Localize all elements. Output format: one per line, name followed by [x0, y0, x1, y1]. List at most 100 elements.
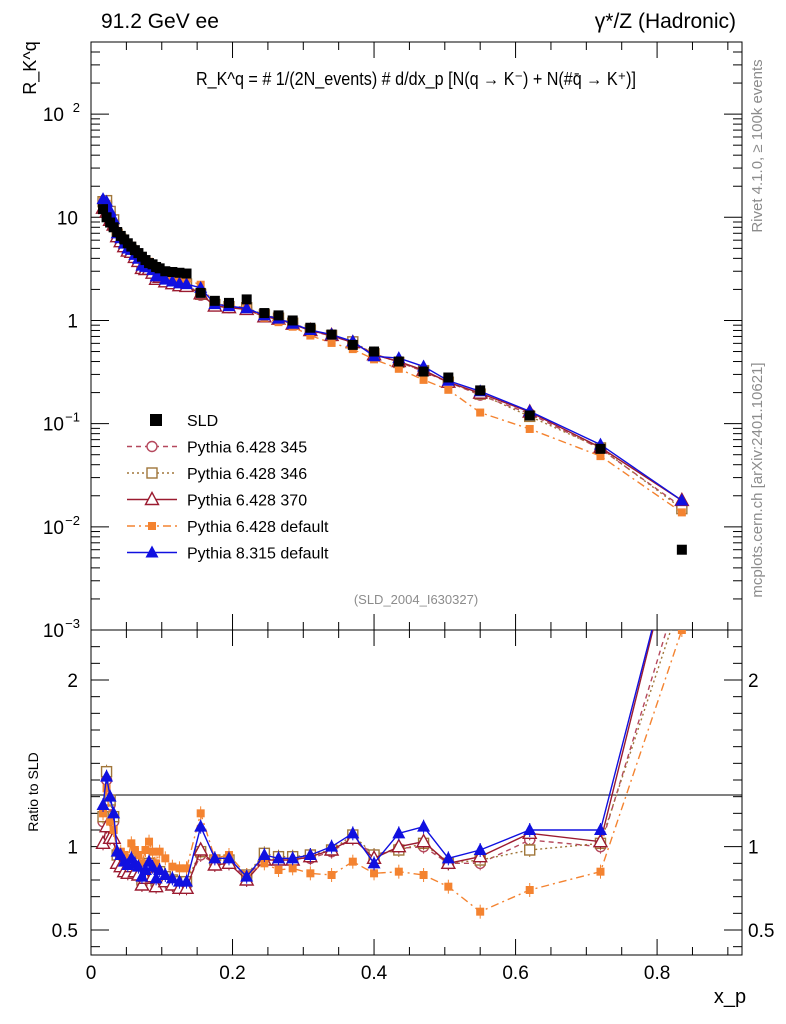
point-pythia-6-428-default [306, 331, 315, 340]
ratio-plot-series [95, 575, 687, 919]
ratio-point-pythia-6-428-default [196, 809, 205, 818]
y-tick-label: 10 [43, 621, 64, 642]
point-pythia-8-315-default [180, 277, 194, 290]
x-tick-label: 0.6 [502, 963, 528, 984]
ratio-point-pythia-6-428-default [476, 907, 485, 916]
ratio-point-pythia-6-428-default [370, 869, 379, 878]
ratio-point-pythia-6-428-default [137, 859, 146, 868]
y-tick-exponent: −1 [65, 410, 80, 425]
legend-marker-pythia-6-428-346 [146, 467, 158, 479]
point-sld [181, 268, 192, 279]
x-axis-label: x_p [714, 986, 746, 1008]
point-sld [223, 297, 234, 308]
ratio-point-pythia-6-428-default [155, 847, 164, 856]
legend-marker-pythia-6-428-default [148, 522, 156, 530]
ratio-point-pythia-6-428-default [145, 837, 154, 846]
ratio-point-pythia-6-428-default [148, 847, 157, 856]
point-sld [98, 204, 109, 215]
y-tick-label: 10 [43, 518, 64, 539]
point-sld [305, 322, 316, 333]
point-sld [160, 266, 171, 277]
legend-marker-pythia-6-428-345 [146, 440, 158, 453]
ratio-point-pythia-8-315-default [107, 806, 121, 819]
legend-marker-sld [150, 414, 162, 426]
ratio-tick-label-left: 1 [67, 838, 78, 859]
formula: R_K^q = # 1/(2N_events) # d/dx_p [N(q → … [196, 69, 636, 90]
x-tick-label: 0.8 [644, 963, 670, 984]
point-sld [174, 267, 185, 278]
ratio-point-pythia-6-428-default [175, 864, 184, 873]
legend-label-pythia-8-315-default: Pythia 8.315 default [187, 546, 329, 563]
ratio-point-pythia-6-428-346 [677, 592, 687, 602]
ratio-point-pythia-6-428-default [161, 854, 170, 863]
ratio-point-pythia-8-315-default [367, 856, 381, 869]
ratio-point-pythia-6-428-default [168, 862, 177, 871]
ratio-point-pythia-6-428-default [274, 866, 283, 874]
point-sld [273, 310, 284, 321]
ratio-point-pythia-6-428-default [106, 817, 115, 826]
line-pythia-6-428-345 [102, 201, 683, 508]
point-pythia-6-428-default [596, 452, 605, 461]
point-pythia-6-428-default [525, 424, 534, 433]
ratio-point-pythia-8-315-default [180, 874, 194, 887]
legend-label-pythia-6-428-default: Pythia 6.428 default [187, 519, 329, 536]
point-sld [418, 366, 429, 377]
ratio-point-pythia-8-315-default [135, 869, 149, 882]
ratio-y-axis-label: Ratio to SLD [25, 752, 41, 831]
ratio-point-pythia-8-315-default [96, 798, 110, 810]
x-tick-label: 0 [86, 963, 97, 984]
point-sld [326, 329, 337, 340]
ratio-point-pythia-6-428-370 [105, 829, 122, 845]
ratio-point-pythia-6-428-default [348, 857, 357, 866]
ratio-point-pythia-6-428-370 [391, 838, 407, 853]
ratio-point-pythia-8-315-default [523, 823, 537, 835]
ratio-tick-label-right: 0.5 [748, 921, 774, 942]
ratio-tick-label-left: 2 [67, 671, 78, 692]
ratio-point-pythia-6-428-345 [677, 575, 687, 585]
y-axis-label: R_K^q [20, 41, 41, 94]
ratio-point-pythia-8-315-default [417, 819, 431, 832]
ratio-point-pythia-8-315-default [303, 848, 317, 860]
legend-label-pythia-6-428-346: Pythia 6.428 346 [187, 466, 307, 483]
point-sld [154, 263, 165, 274]
ratio-point-pythia-8-315-default [100, 769, 114, 782]
y-tick-label: 10 [57, 208, 78, 229]
main-plot-frame [90, 41, 743, 631]
ratio-point-pythia-6-428-370 [592, 833, 609, 848]
y-tick-label: 1 [67, 311, 78, 332]
point-pythia-6-428-default [444, 385, 453, 394]
point-sld [443, 372, 454, 383]
x-tick-label: 0.2 [219, 963, 245, 984]
ratio-point-pythia-6-428-default [419, 871, 428, 879]
y-tick-label: 10 [43, 415, 64, 436]
line-pythia-6-428-370 [102, 207, 683, 502]
ratio-line-pythia-6-428-default [102, 630, 683, 913]
point-sld [259, 308, 270, 319]
ratio-point-pythia-8-315-default [593, 823, 607, 835]
point-sld [241, 294, 252, 305]
ratio-tick-label-left: 0.5 [52, 921, 78, 942]
legend-marker-pythia-8-315-default [145, 545, 159, 558]
ratio-point-pythia-6-428-default [306, 869, 315, 878]
x-tick-label: 0.4 [361, 963, 388, 984]
ratio-point-pythia-6-428-default [134, 851, 143, 859]
ratio-line-pythia-6-428-370 [102, 630, 654, 890]
point-sld [287, 315, 298, 326]
left-title: 91.2 GeV ee [101, 10, 219, 33]
legend-label-pythia-6-428-345: Pythia 6.428 345 [187, 440, 307, 457]
legend-marker-pythia-6-428-370 [144, 491, 160, 506]
ratio-tick-label-right: 1 [748, 838, 759, 859]
point-pythia-6-428-default [677, 508, 686, 517]
point-pythia-8-315-default [100, 194, 114, 207]
ratio-point-pythia-8-315-default [131, 859, 145, 872]
ratio-point-pythia-8-315-default [208, 851, 222, 864]
y-tick-exponent: −2 [65, 513, 80, 528]
ratio-plot-frame [90, 629, 743, 956]
ratio-point-pythia-6-428-default [102, 784, 111, 793]
ratio-point-pythia-8-315-default [222, 851, 236, 864]
ratio-point-pythia-8-315-default [103, 789, 117, 802]
ratio-point-pythia-8-315-default [441, 851, 455, 864]
point-pythia-6-428-default [327, 338, 336, 347]
ratio-point-pythia-6-428-346 [524, 844, 536, 856]
ratio-point-pythia-8-315-default [325, 839, 339, 852]
